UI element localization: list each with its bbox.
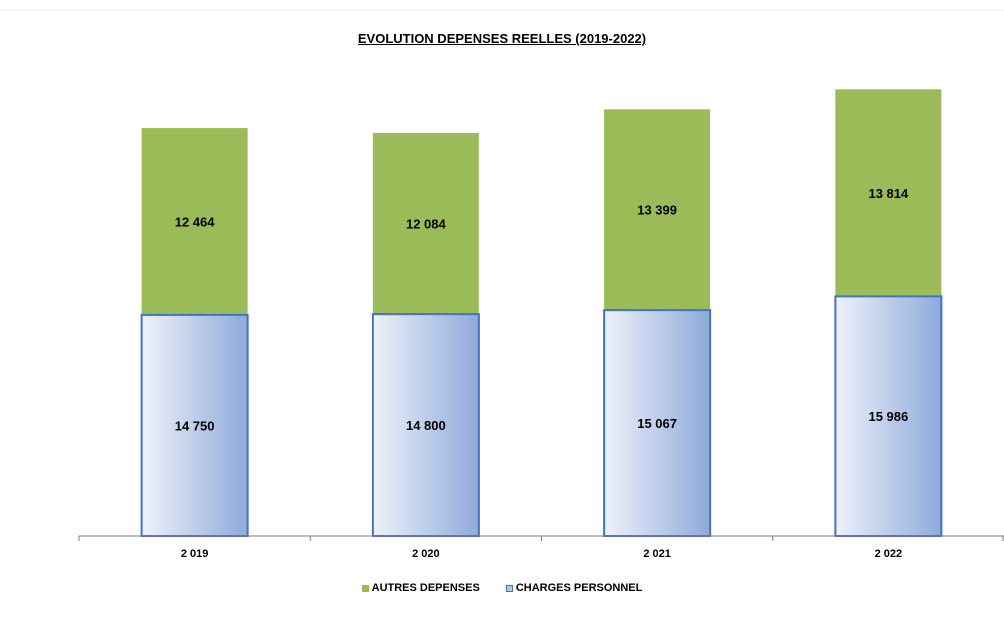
- data-label-autres-depenses-2-019: 12 464: [175, 214, 216, 229]
- legend-swatch-autres-depenses: [361, 584, 369, 592]
- bar-autres-depenses-2-022: [835, 89, 942, 297]
- data-label-autres-depenses-2-021: 13 399: [637, 203, 677, 218]
- legend-label-charges-personnel: CHARGES PERSONNEL: [515, 582, 643, 594]
- legend: AUTRES DEPENSES CHARGES PERSONNEL: [0, 582, 1004, 594]
- bar-autres-depenses-2-020: [372, 133, 479, 315]
- legend-label-autres-depenses: AUTRES DEPENSES: [371, 582, 480, 594]
- data-label-charges-personnel-2-022: 15 986: [868, 409, 908, 424]
- bar-charges-personnel-2-020: [371, 313, 480, 538]
- bar-autres-depenses-2-019: [141, 128, 248, 315]
- x-tick-label-2-022: 2 022: [875, 548, 903, 560]
- x-tick-label-2-019: 2 019: [181, 548, 209, 560]
- data-label-charges-personnel-2-019: 14 750: [175, 418, 215, 433]
- legend-item-charges-personnel: CHARGES PERSONNEL: [505, 582, 643, 594]
- data-label-autres-depenses-2-022: 13 814: [868, 186, 909, 201]
- top-divider: [0, 10, 1004, 11]
- data-label-autres-depenses-2-020: 12 084: [406, 217, 447, 232]
- data-label-charges-personnel-2-020: 14 800: [406, 418, 446, 433]
- bar-charges-personnel-2-019: [140, 313, 249, 537]
- chart-title: EVOLUTION DEPENSES REELLES (2019-2022): [357, 31, 647, 46]
- bar-autres-depenses-2-021: [604, 109, 711, 311]
- x-tick-label-2-020: 2 020: [412, 548, 440, 560]
- legend-swatch-charges-personnel: [505, 584, 513, 592]
- x-tick-label-2-021: 2 021: [643, 548, 671, 560]
- bar-charges-personnel-2-021: [603, 309, 712, 537]
- bar-charges-personnel-2-022: [834, 295, 943, 538]
- legend-item-autres-depenses: AUTRES DEPENSES: [361, 582, 480, 594]
- data-label-charges-personnel-2-021: 15 067: [637, 416, 677, 431]
